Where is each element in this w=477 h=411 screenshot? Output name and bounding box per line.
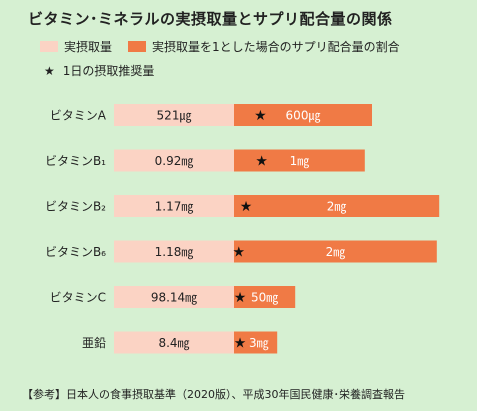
label-actual: 0.92㎎ bbox=[155, 154, 194, 168]
bar-actual bbox=[114, 149, 234, 172]
recommended-star-icon: ★ bbox=[255, 154, 268, 170]
legend-swatch-supplement bbox=[128, 41, 147, 52]
bar-actual bbox=[114, 240, 234, 263]
chart-title: ビタミン･ミネラルの実摂取量とサプリ配合量の関係 bbox=[28, 10, 393, 28]
label-supplement: 2㎎ bbox=[326, 245, 346, 259]
bar-actual bbox=[114, 286, 234, 308]
footer-source: 【参考】日本人の食事摂取基準（2020版）、平成30年国民健康･栄養調査報告 bbox=[22, 388, 405, 401]
recommended-star-icon: ★ bbox=[240, 199, 253, 215]
category-label: ビタミンC bbox=[50, 291, 106, 305]
bar-actual bbox=[114, 331, 234, 354]
legend-recommended: ★ 1日の摂取推奨量 bbox=[44, 62, 154, 79]
label-supplement: 3㎎ bbox=[249, 336, 269, 350]
bar-actual bbox=[114, 195, 234, 217]
label-actual: 8.4㎎ bbox=[158, 336, 189, 350]
recommended-star-icon: ★ bbox=[234, 336, 247, 352]
category-label: ビタミンB₁ bbox=[45, 154, 106, 168]
bar-supplement bbox=[234, 331, 278, 354]
label-supplement: 50㎎ bbox=[251, 291, 278, 305]
recommended-star-icon: ★ bbox=[254, 108, 267, 124]
bar-supplement bbox=[234, 240, 437, 263]
category-label: ビタミンB₂ bbox=[45, 200, 106, 214]
legend: 実摂取量 実摂取量を1とした場合のサプリ配合量の割合 bbox=[40, 38, 400, 55]
label-supplement: 600㎍ bbox=[286, 109, 321, 123]
bar-actual bbox=[114, 104, 234, 126]
label-actual: 521㎍ bbox=[157, 109, 192, 123]
bar-supplement bbox=[234, 149, 365, 172]
legend-swatch-actual bbox=[40, 41, 58, 52]
legend-star-icon: ★ bbox=[44, 63, 55, 78]
recommended-star-icon: ★ bbox=[233, 245, 246, 261]
label-actual: 1.18㎎ bbox=[155, 245, 194, 259]
label-supplement: 2㎎ bbox=[327, 200, 347, 214]
label-supplement: 1㎎ bbox=[290, 154, 310, 168]
recommended-star-icon: ★ bbox=[234, 290, 247, 306]
category-label: 亜鉛 bbox=[82, 336, 106, 350]
category-label: ビタミンA bbox=[50, 109, 107, 123]
label-actual: 98.14㎎ bbox=[151, 291, 197, 305]
label-actual: 1.17㎎ bbox=[155, 200, 194, 214]
legend-label-recommended: 1日の摂取推奨量 bbox=[62, 64, 155, 78]
legend-label-supplement: 実摂取量を1とした場合のサプリ配合量の割合 bbox=[152, 40, 400, 54]
bar-supplement bbox=[234, 195, 440, 217]
bar-supplement bbox=[234, 104, 372, 126]
category-label: ビタミンB₆ bbox=[45, 245, 106, 259]
bar-supplement bbox=[234, 286, 296, 308]
legend-label-actual: 実摂取量 bbox=[64, 40, 113, 54]
